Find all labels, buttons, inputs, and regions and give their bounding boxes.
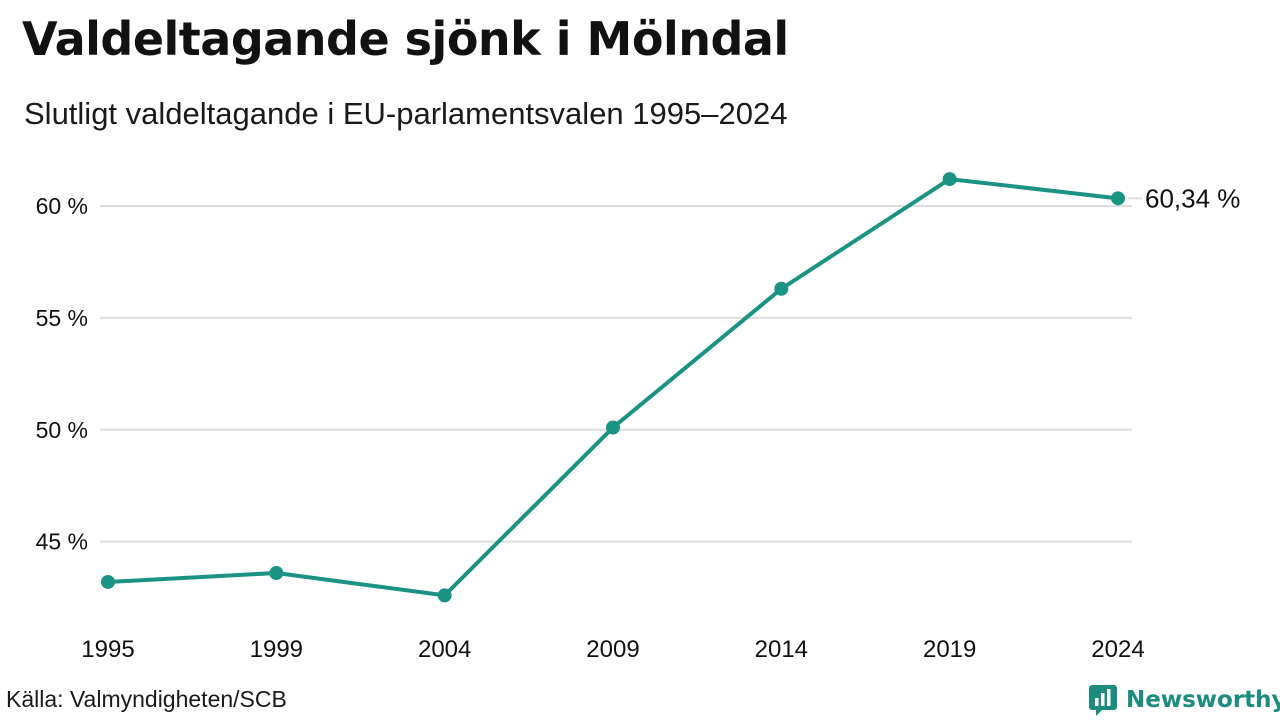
x-tick-label: 1995 xyxy=(81,636,134,663)
y-axis-tick-labels: 45 % 50 % 55 % 60 % xyxy=(36,193,88,555)
series-line xyxy=(106,177,1120,598)
brand-name: Newsworthy xyxy=(1126,687,1280,713)
data-point xyxy=(1111,191,1125,206)
source-note: Källa: Valmyndigheten/SCB xyxy=(6,686,287,712)
data-point xyxy=(101,574,115,589)
x-tick-label: 2009 xyxy=(586,636,639,663)
x-tick-label: 2004 xyxy=(418,636,471,663)
end-value-label: 60,34 % xyxy=(1145,183,1240,213)
newsworthy-logo-icon xyxy=(1089,685,1117,716)
y-tick-label: 55 % xyxy=(36,305,88,331)
chart-subtitle: Slutligt valdeltagande i EU-parlamentsva… xyxy=(24,96,788,131)
y-tick-label: 45 % xyxy=(36,529,88,555)
data-point xyxy=(606,420,620,435)
x-tick-label: 1999 xyxy=(250,636,303,663)
series-points xyxy=(101,172,1125,603)
y-tick-label: 60 % xyxy=(36,193,88,219)
data-point xyxy=(269,566,284,580)
x-tick-label: 2019 xyxy=(923,636,976,663)
end-value-label-group: 60,34 % xyxy=(1128,183,1240,213)
chart-title: Valdeltagande sjönk i Mölndal xyxy=(22,12,789,66)
x-tick-label: 2014 xyxy=(755,636,808,663)
data-point xyxy=(774,281,789,296)
data-point xyxy=(437,588,452,603)
x-tick-label: 2024 xyxy=(1091,636,1144,663)
brand-logo[interactable]: Newsworthy xyxy=(1088,682,1280,718)
series-line-path xyxy=(106,177,1120,598)
x-axis-tick-labels: 1995 1999 2004 2009 2014 2019 2024 xyxy=(81,636,1144,663)
grid-lines xyxy=(100,204,1132,543)
y-tick-label: 50 % xyxy=(36,417,88,443)
data-point xyxy=(942,172,957,187)
